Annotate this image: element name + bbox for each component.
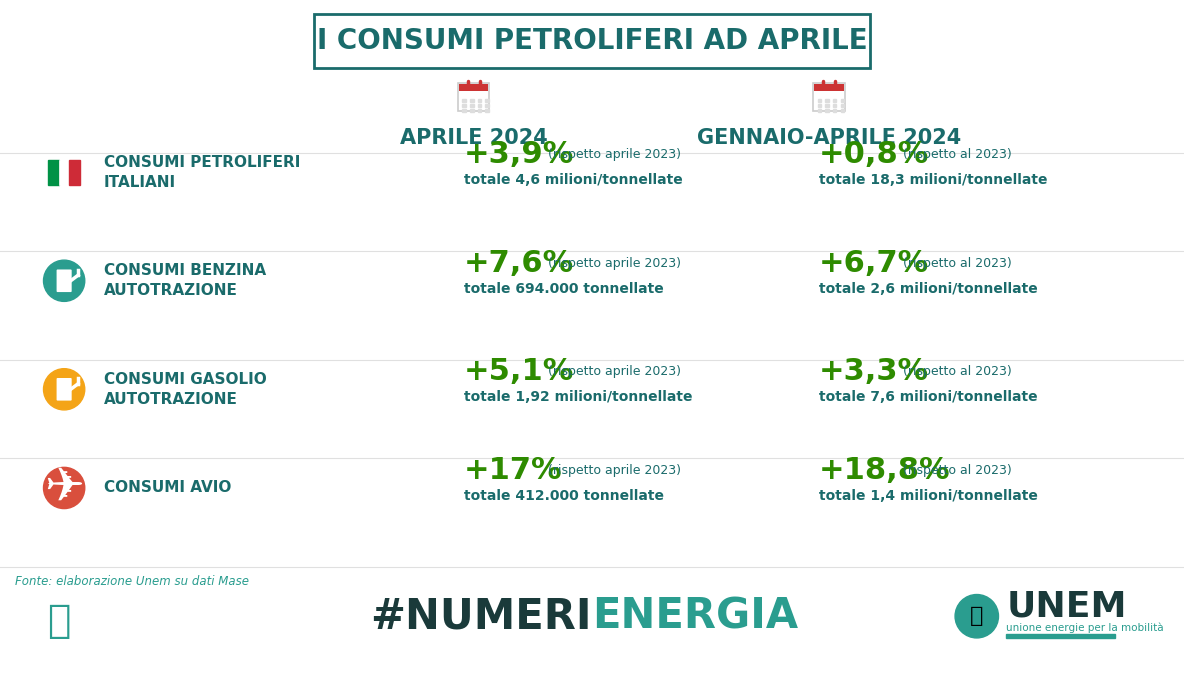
Text: UNEM: UNEM	[1007, 589, 1127, 623]
Bar	[486, 99, 488, 102]
Text: totale 7,6 milioni/tonnellate: totale 7,6 milioni/tonnellate	[818, 390, 1038, 404]
Bar	[470, 99, 474, 102]
Bar	[1007, 634, 1115, 638]
Text: totale 18,3 milioni/tonnellate: totale 18,3 milioni/tonnellate	[818, 173, 1048, 187]
Bar	[462, 104, 466, 107]
Text: totale 2,6 milioni/tonnellate: totale 2,6 milioni/tonnellate	[818, 281, 1038, 296]
Text: +0,8%: +0,8%	[818, 140, 929, 169]
FancyBboxPatch shape	[56, 269, 72, 292]
Bar	[817, 99, 821, 102]
Text: 🏙: 🏙	[48, 602, 71, 640]
Text: APRILE 2024: APRILE 2024	[400, 128, 547, 148]
Bar	[486, 109, 488, 112]
Text: totale 1,92 milioni/tonnellate: totale 1,92 milioni/tonnellate	[463, 390, 692, 404]
Text: (rispetto al 2023): (rispetto al 2023)	[902, 365, 1012, 378]
Circle shape	[955, 595, 998, 638]
FancyBboxPatch shape	[812, 84, 845, 111]
Text: #NUMERI: #NUMERI	[371, 595, 592, 637]
Text: +7,6%: +7,6%	[463, 248, 574, 277]
Text: (rispetto aprile 2023): (rispetto aprile 2023)	[547, 464, 680, 477]
Text: Fonte: elaborazione Unem su dati Mase: Fonte: elaborazione Unem su dati Mase	[14, 575, 248, 588]
FancyBboxPatch shape	[458, 84, 490, 111]
Text: 🌐: 🌐	[970, 606, 984, 626]
Text: totale 694.000 tonnellate: totale 694.000 tonnellate	[463, 281, 664, 296]
Bar	[817, 104, 821, 107]
Bar	[841, 104, 844, 107]
Bar	[826, 99, 829, 102]
Text: +17%: +17%	[463, 456, 563, 485]
Text: AUTOTRAZIONE: AUTOTRAZIONE	[103, 392, 238, 406]
Bar	[833, 99, 836, 102]
Bar	[841, 109, 844, 112]
Bar	[478, 109, 481, 112]
Text: (rispetto aprile 2023): (rispetto aprile 2023)	[547, 148, 680, 161]
FancyBboxPatch shape	[313, 14, 870, 68]
Bar	[826, 104, 829, 107]
Text: totale 4,6 milioni/tonnellate: totale 4,6 milioni/tonnellate	[463, 173, 683, 187]
Text: AUTOTRAZIONE: AUTOTRAZIONE	[103, 283, 238, 298]
Text: (rispetto aprile 2023): (rispetto aprile 2023)	[547, 256, 680, 269]
Bar	[841, 99, 844, 102]
Circle shape	[43, 467, 85, 508]
Text: +5,1%: +5,1%	[463, 357, 574, 386]
FancyBboxPatch shape	[458, 84, 488, 91]
Bar	[478, 99, 481, 102]
FancyBboxPatch shape	[814, 84, 844, 91]
Text: CONSUMI PETROLIFERI: CONSUMI PETROLIFERI	[103, 155, 300, 170]
Circle shape	[43, 369, 85, 410]
Bar	[70, 159, 80, 185]
Bar	[48, 159, 59, 185]
Text: GENNAIO-APRILE 2024: GENNAIO-APRILE 2024	[697, 128, 961, 148]
Text: totale 412.000 tonnellate: totale 412.000 tonnellate	[463, 489, 664, 503]
Circle shape	[43, 260, 85, 302]
Text: CONSUMI AVIO: CONSUMI AVIO	[103, 481, 230, 495]
Bar	[462, 109, 466, 112]
Text: (rispetto al 2023): (rispetto al 2023)	[902, 464, 1012, 477]
Text: CONSUMI BENZINA: CONSUMI BENZINA	[103, 263, 265, 278]
Text: +3,9%: +3,9%	[463, 140, 574, 169]
Bar	[826, 109, 829, 112]
Text: I CONSUMI PETROLIFERI AD APRILE: I CONSUMI PETROLIFERI AD APRILE	[317, 27, 868, 55]
Text: ENERGIA: ENERGIA	[592, 595, 798, 637]
Text: unione energie per la mobilità: unione energie per la mobilità	[1007, 623, 1164, 633]
Bar	[478, 104, 481, 107]
Text: ITALIANI: ITALIANI	[103, 175, 175, 190]
Text: +6,7%: +6,7%	[818, 248, 929, 277]
Bar	[462, 99, 466, 102]
Bar	[833, 109, 836, 112]
Bar	[470, 104, 474, 107]
Text: (rispetto aprile 2023): (rispetto aprile 2023)	[547, 365, 680, 378]
Text: (rispetto al 2023): (rispetto al 2023)	[902, 148, 1012, 161]
Text: CONSUMI GASOLIO: CONSUMI GASOLIO	[103, 372, 266, 387]
Bar	[833, 104, 836, 107]
Bar	[59, 159, 70, 185]
Bar	[486, 104, 488, 107]
Bar	[817, 109, 821, 112]
Text: +3,3%: +3,3%	[818, 357, 929, 386]
Text: totale 1,4 milioni/tonnellate: totale 1,4 milioni/tonnellate	[818, 489, 1038, 503]
Text: ✈: ✈	[44, 466, 84, 510]
FancyBboxPatch shape	[56, 378, 72, 400]
Text: +18,8%: +18,8%	[818, 456, 950, 485]
Text: (rispetto al 2023): (rispetto al 2023)	[902, 256, 1012, 269]
Bar	[470, 109, 474, 112]
